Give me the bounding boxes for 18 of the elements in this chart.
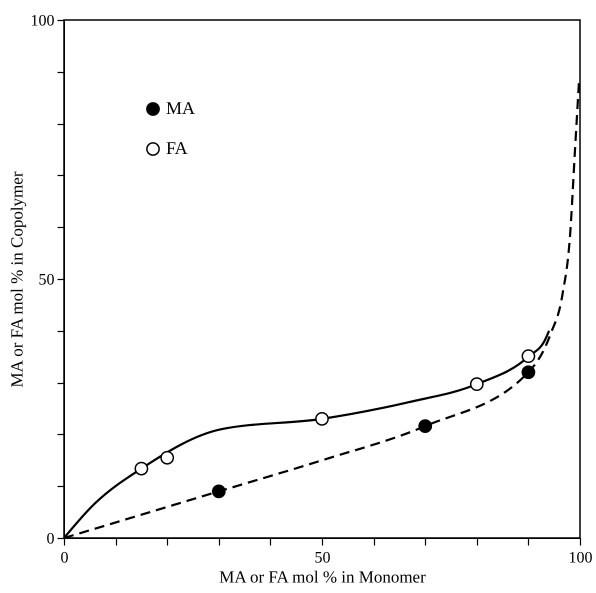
y-axis-title: MA or FA mol % in Copolymer	[8, 171, 26, 388]
point	[212, 484, 226, 498]
point	[418, 419, 432, 433]
point	[470, 377, 484, 392]
legend-label: FA	[166, 138, 188, 158]
x-tick-label: 0	[60, 550, 68, 566]
point	[160, 450, 174, 465]
y-tick-label: 100	[30, 12, 54, 30]
x-axis-title: MA or FA mol % in Monomer	[219, 568, 426, 586]
x-tick-label: 50	[314, 550, 330, 566]
point	[134, 462, 148, 476]
x-tick-label: 100	[568, 550, 592, 566]
point	[522, 365, 536, 380]
point	[522, 349, 536, 364]
point	[315, 412, 329, 426]
legend-label: MA	[166, 98, 196, 118]
y-tick-label: 0	[46, 530, 54, 548]
y-tick-label: 50	[38, 272, 54, 288]
